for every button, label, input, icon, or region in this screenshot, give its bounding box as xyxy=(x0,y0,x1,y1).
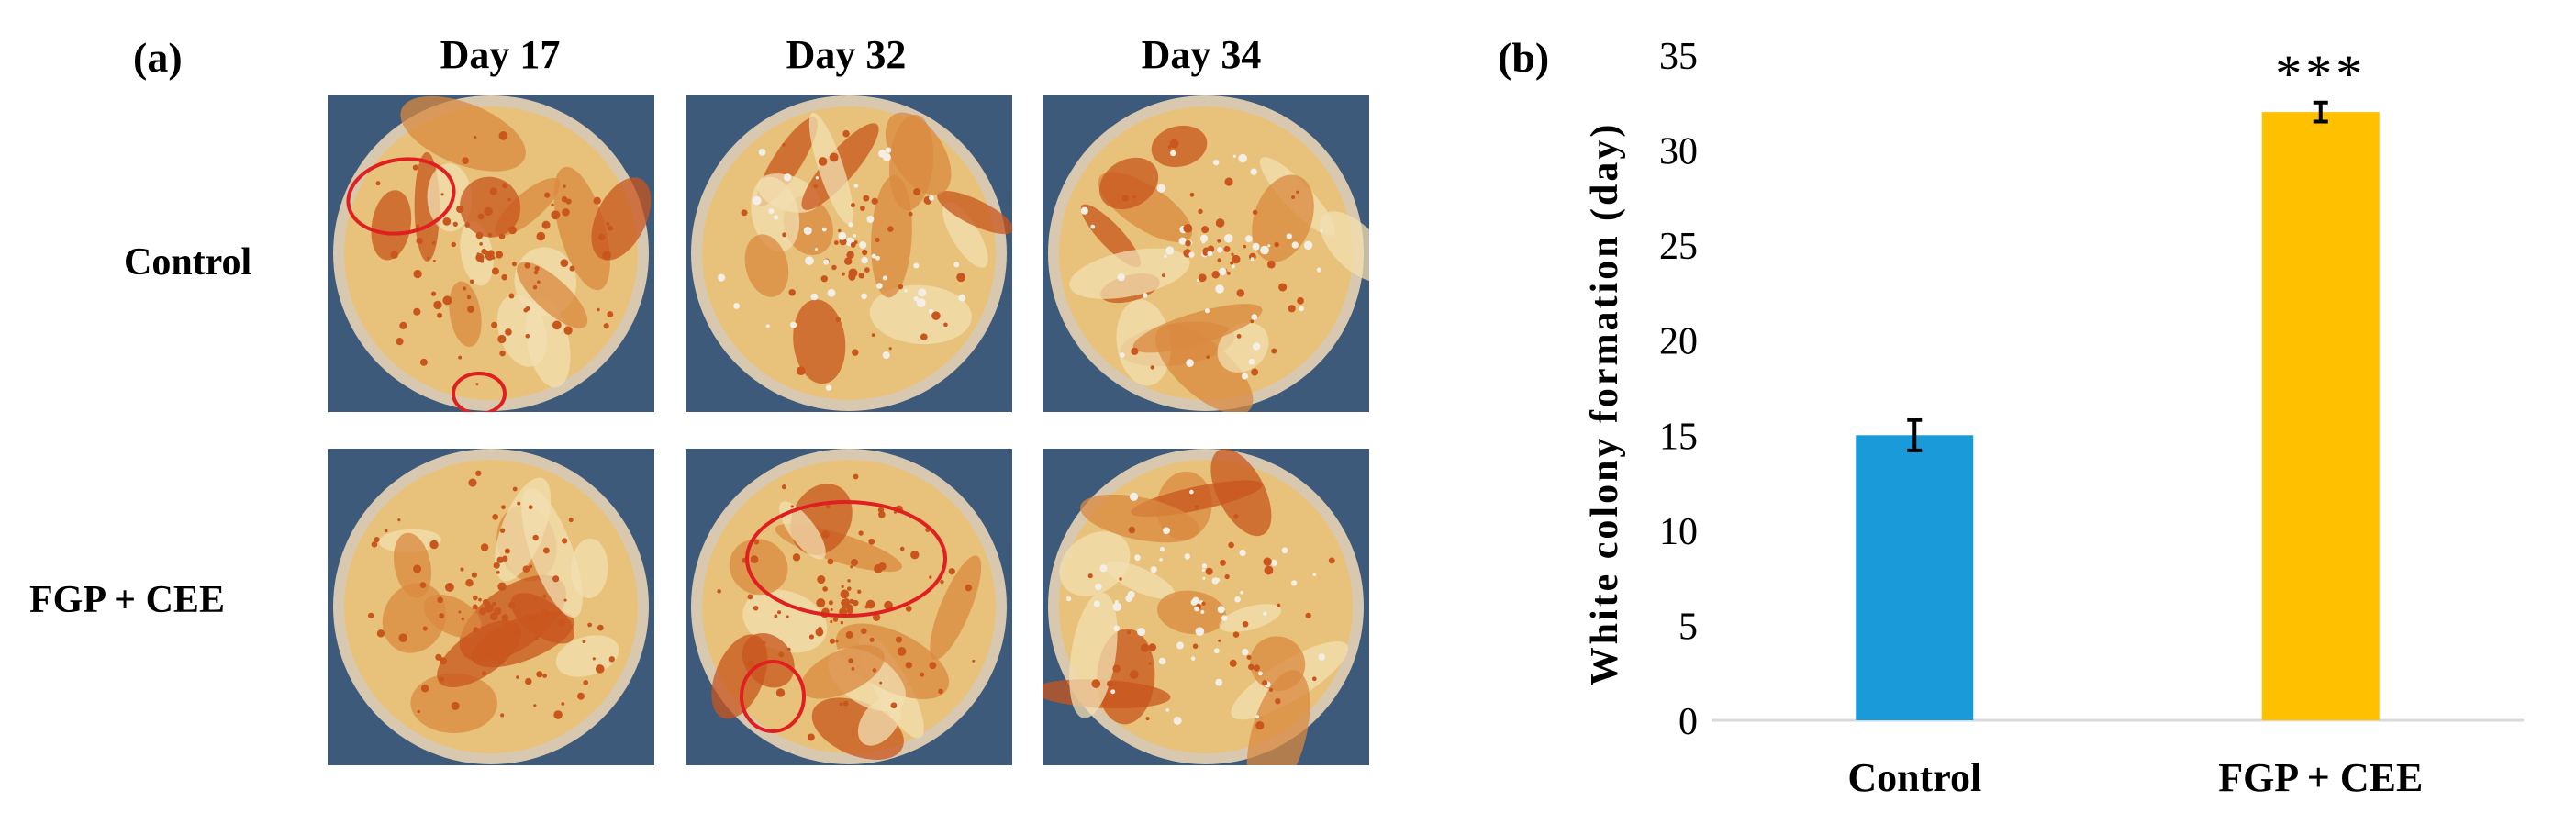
bar-control xyxy=(1856,435,1974,720)
photo-control-day34 xyxy=(1043,95,1369,412)
panel-b-label: (b) xyxy=(1498,34,1550,81)
column-header-day32: Day 32 xyxy=(786,32,907,77)
row-label-fgp-cee: FGP + CEE xyxy=(29,579,225,621)
y-tick-label: 5 xyxy=(1678,606,1698,648)
error-bar xyxy=(1907,418,1923,452)
y-tick-label: 25 xyxy=(1659,226,1698,268)
y-tick-label: 15 xyxy=(1659,416,1698,458)
y-tick-label: 10 xyxy=(1659,511,1698,553)
photo-control-day17 xyxy=(328,95,654,412)
photo-fgp-cee-day17 xyxy=(328,449,654,765)
column-header-day17: Day 17 xyxy=(440,32,561,77)
x-tick-label: FGP + CEE xyxy=(2218,755,2423,800)
panel-a-label: (a) xyxy=(133,34,183,81)
photo-fgp-cee-day34 xyxy=(1043,449,1369,765)
y-tick-label: 35 xyxy=(1659,36,1698,78)
red-marker-circle xyxy=(745,500,947,618)
row-label-control: Control xyxy=(124,241,252,284)
y-tick-label: 0 xyxy=(1678,701,1698,743)
red-marker-circle xyxy=(452,372,507,412)
y-axis-label: White colony formation (day) xyxy=(1584,122,1626,686)
significance-label: *** xyxy=(2275,44,2366,104)
y-tick-label: 30 xyxy=(1659,131,1698,173)
y-tick-label: 20 xyxy=(1659,321,1698,363)
red-marker-circle xyxy=(346,157,456,236)
photo-control-day32 xyxy=(686,95,1012,412)
error-bar xyxy=(2313,100,2328,124)
bar-fgp-cee xyxy=(2261,112,2380,720)
photo-fgp-cee-day32 xyxy=(686,449,1012,765)
x-tick-label: Control xyxy=(1847,755,1981,800)
bar-chart: 0 5 10 15 20 25 30 35 Control FGP + CEE *** White… xyxy=(1584,36,2524,800)
red-marker-circle xyxy=(740,660,806,733)
column-header-day34: Day 34 xyxy=(1141,32,1262,77)
